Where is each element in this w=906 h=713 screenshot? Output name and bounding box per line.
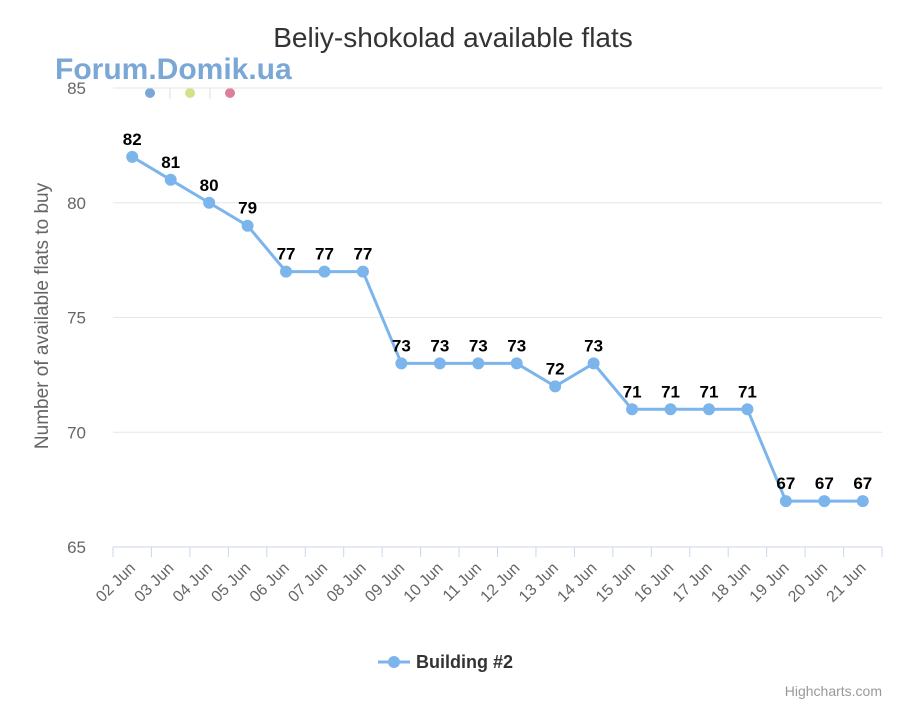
data-point[interactable]: [587, 357, 600, 370]
legend-dot-marker: [388, 656, 400, 668]
data-label: 67: [815, 474, 834, 493]
x-tick-label: 05 Jun: [208, 560, 254, 606]
data-label: 81: [161, 153, 180, 172]
x-tick-label: 18 Jun: [708, 560, 754, 606]
data-point[interactable]: [164, 173, 177, 186]
watermark-dot: [145, 88, 155, 98]
x-tick-label: 09 Jun: [362, 560, 408, 606]
x-tick-label: 03 Jun: [132, 560, 178, 606]
watermark-logo: Forum.Domik.ua: [55, 53, 292, 86]
data-point[interactable]: [395, 357, 408, 370]
x-tick-label: 17 Jun: [670, 560, 716, 606]
data-label: 73: [507, 336, 526, 355]
data-label: 79: [238, 199, 257, 218]
data-point[interactable]: [126, 150, 139, 163]
x-tick-label: 15 Jun: [593, 560, 639, 606]
x-tick-label: 04 Jun: [170, 560, 216, 606]
data-label: 67: [853, 474, 872, 493]
y-axis-label: Number of available flats to buy: [32, 182, 53, 449]
data-point[interactable]: [472, 357, 485, 370]
data-point[interactable]: [818, 495, 831, 508]
chart-title: Beliy-shokolad available flats: [273, 22, 633, 53]
legend[interactable]: Building #2: [378, 652, 513, 672]
data-point[interactable]: [356, 265, 369, 278]
data-label: 71: [738, 382, 757, 401]
credits-link[interactable]: Highcharts.com: [785, 683, 882, 699]
x-tick-label: 19 Jun: [747, 560, 793, 606]
x-tick-label: 21 Jun: [824, 560, 870, 606]
data-label: 72: [546, 359, 565, 378]
data-label: 77: [277, 245, 296, 264]
data-label: 82: [123, 130, 142, 149]
data-point[interactable]: [702, 403, 715, 416]
data-label: 67: [776, 474, 795, 493]
x-tick-label: 14 Jun: [554, 560, 600, 606]
watermark-dot: [225, 88, 235, 98]
data-point[interactable]: [549, 380, 562, 393]
series-building-2[interactable]: 82 81 80 79 77 77 77 73 73 73 73 72 73 71 71 71 71 67 67 67: [123, 130, 872, 508]
x-tick-label: 12 Jun: [478, 560, 524, 606]
x-tick-label: 20 Jun: [785, 560, 831, 606]
data-label: 77: [315, 245, 334, 264]
legend-item-building-2[interactable]: Building #2: [416, 652, 513, 672]
data-label: 73: [430, 336, 449, 355]
series-line: [131, 155, 863, 503]
y-tick-label: 85: [67, 79, 86, 98]
x-tick-label: 08 Jun: [324, 560, 370, 606]
grid-lines: [113, 87, 882, 433]
data-label: 71: [700, 382, 719, 401]
x-tick-label: 02 Jun: [93, 560, 139, 606]
data-point[interactable]: [741, 403, 754, 416]
x-tick-label: 13 Jun: [516, 560, 562, 606]
data-label: 73: [584, 336, 603, 355]
y-tick-label: 75: [67, 309, 86, 328]
watermark-dots: [145, 88, 235, 99]
data-label: 77: [353, 245, 372, 264]
data-point[interactable]: [280, 265, 293, 278]
y-axis-ticks: 65 70 75 80 85: [67, 79, 86, 557]
data-label: 71: [661, 382, 680, 401]
data-point[interactable]: [318, 265, 331, 278]
x-tick-label: 06 Jun: [247, 560, 293, 606]
data-point[interactable]: [510, 357, 523, 370]
data-point[interactable]: [664, 403, 677, 416]
y-tick-label: 70: [67, 423, 86, 442]
x-tick-label: 16 Jun: [631, 560, 677, 606]
data-label: 71: [623, 382, 642, 401]
x-tick-label: 10 Jun: [401, 560, 447, 606]
data-point[interactable]: [241, 219, 254, 232]
data-point[interactable]: [779, 495, 792, 508]
y-tick-label: 65: [67, 538, 86, 557]
data-label: 80: [200, 176, 219, 195]
data-point[interactable]: [203, 196, 216, 209]
data-label: 73: [469, 336, 488, 355]
data-point[interactable]: [433, 357, 446, 370]
watermark-dot: [185, 88, 195, 98]
x-tick-label: 07 Jun: [285, 560, 331, 606]
data-point[interactable]: [856, 495, 869, 508]
y-tick-label: 80: [67, 194, 86, 213]
data-label: 73: [392, 336, 411, 355]
x-tick-label: 11 Jun: [440, 560, 485, 605]
data-point[interactable]: [626, 403, 639, 416]
